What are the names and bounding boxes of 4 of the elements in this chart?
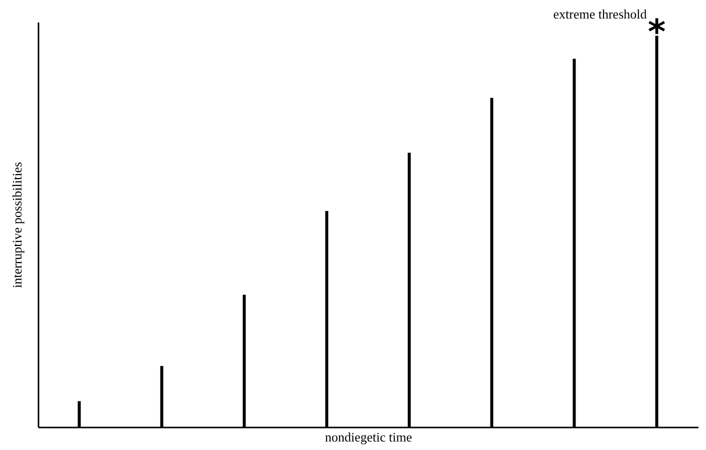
x-axis-title: nondiegetic time xyxy=(324,430,412,444)
y-axis-title: interruptive possibilities xyxy=(10,162,24,288)
annotation: * xyxy=(648,12,666,53)
text: extreme threshold xyxy=(553,6,648,22)
